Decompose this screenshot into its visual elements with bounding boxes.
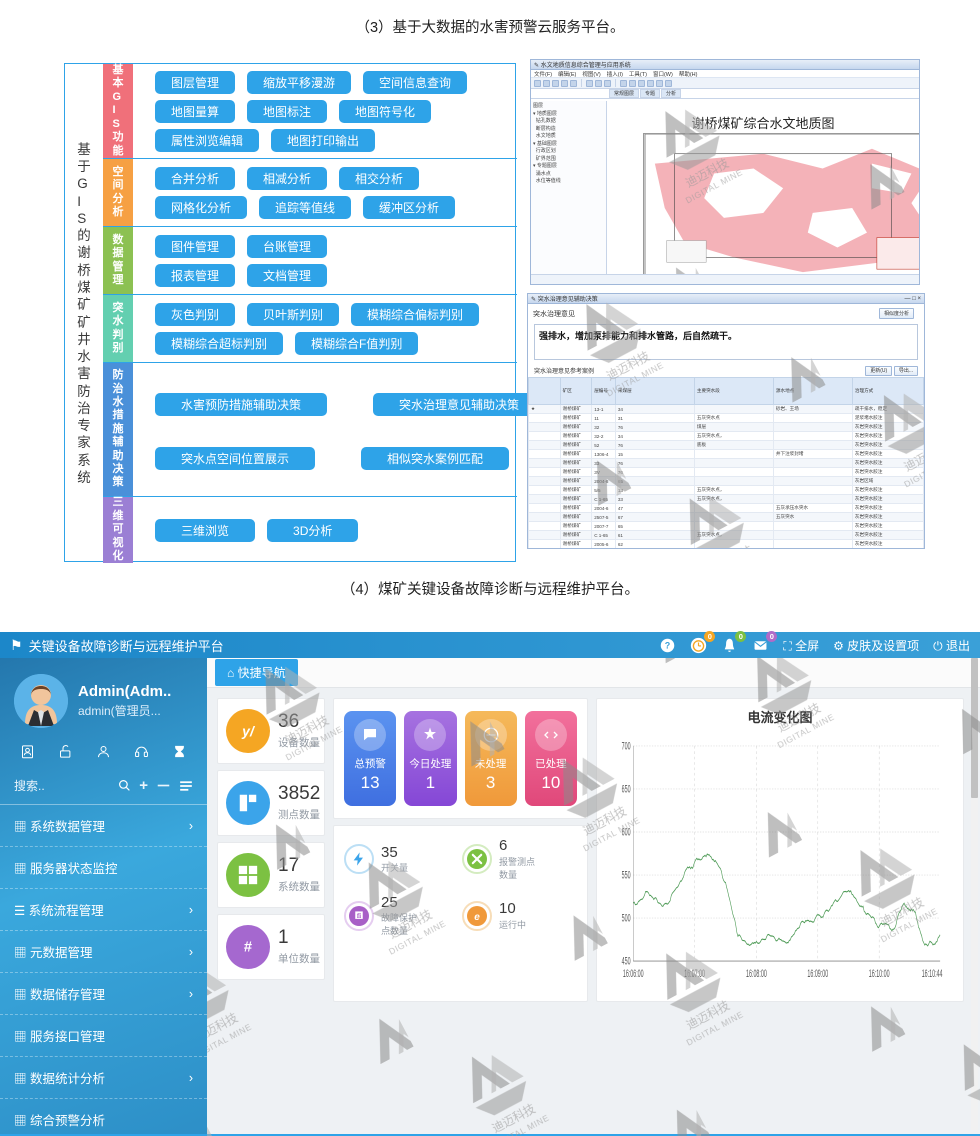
svg-text:650: 650 (622, 782, 631, 795)
svg-text:600: 600 (622, 825, 631, 838)
svg-text:16:09:00: 16:09:00 (807, 967, 828, 980)
svg-text:450: 450 (622, 955, 631, 968)
svg-text:e: e (474, 912, 480, 923)
svg-text:550: 550 (622, 868, 631, 881)
svg-text:#: # (244, 940, 252, 956)
svg-text:16:10:00: 16:10:00 (869, 967, 890, 980)
svg-text:16:10:44: 16:10:44 (922, 967, 943, 980)
svg-text:500: 500 (622, 912, 631, 925)
svg-text:y/: y/ (241, 723, 256, 739)
svg-text:fi: fi (357, 912, 361, 920)
svg-text:16:06:00: 16:06:00 (623, 967, 644, 980)
svg-text:?: ? (665, 640, 671, 650)
svg-text:700: 700 (622, 739, 631, 752)
svg-text:16:07:00: 16:07:00 (684, 967, 705, 980)
svg-text:16:08:00: 16:08:00 (746, 967, 767, 980)
